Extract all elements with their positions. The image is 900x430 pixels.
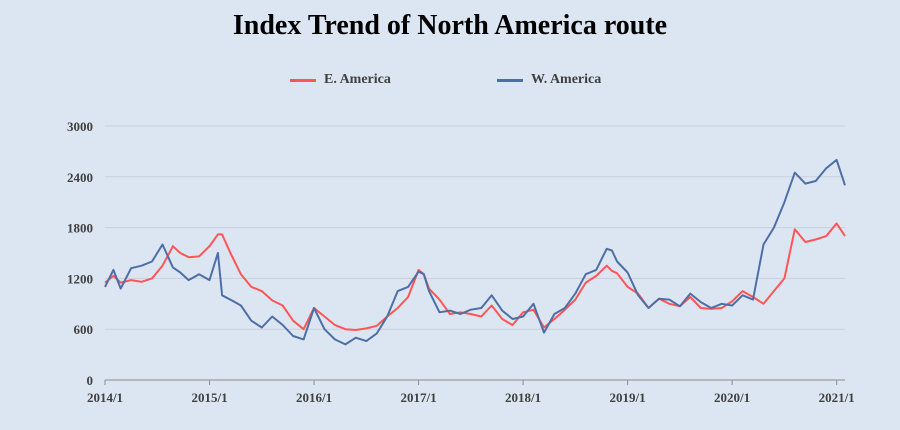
x-tick-label-5: 2019/1 — [610, 390, 646, 405]
x-tick-label-6: 2020/1 — [714, 390, 750, 405]
series-line-w-america — [104, 158, 846, 346]
y-tick-label-3000: 3000 — [67, 119, 93, 134]
legend-label-w-america: W. America — [531, 72, 602, 87]
legend-swatch-e-america — [290, 78, 316, 82]
series-line-e-america — [104, 222, 846, 331]
legend-item-w-america: W. America — [497, 72, 601, 88]
legend-label-e-america: E. America — [324, 72, 391, 87]
y-tick-label-1800: 1800 — [67, 221, 93, 236]
legend: E. America W. America — [0, 72, 900, 92]
y-tick-label-2400: 2400 — [67, 170, 93, 185]
legend-swatch-w-america — [497, 78, 523, 82]
x-tick-label-0: 2014/1 — [87, 390, 123, 405]
y-tick-label-600: 600 — [74, 322, 94, 337]
x-tick-label-1: 2015/1 — [191, 390, 227, 405]
x-tick-label-4: 2018/1 — [505, 390, 541, 405]
y-tick-label-0: 0 — [87, 373, 94, 388]
x-tick-label-2: 2016/1 — [296, 390, 332, 405]
chart-title: Index Trend of North America route — [232, 10, 668, 41]
x-tick-label-7: 2021/1 — [819, 390, 855, 405]
x-tick-label-3: 2017/1 — [400, 390, 436, 405]
legend-item-e-america: E. America — [290, 72, 391, 88]
y-tick-label-1200: 1200 — [67, 271, 93, 286]
